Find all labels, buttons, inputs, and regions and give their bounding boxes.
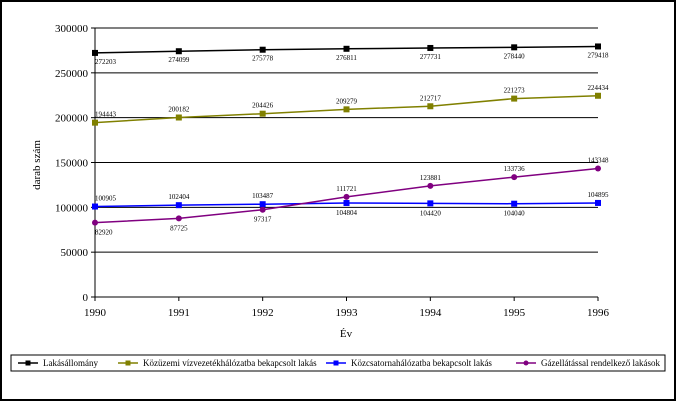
data-label: 104040: [504, 210, 526, 218]
data-point: [511, 174, 518, 181]
data-label: 277731: [420, 53, 442, 61]
data-label: 194443: [95, 111, 117, 119]
data-label: 204426: [252, 102, 274, 110]
data-label: 103487: [252, 192, 274, 200]
data-point: [92, 203, 98, 210]
data-point: [92, 219, 98, 226]
series-3: 100905 102404 103487 104804 104420 104040 1048…: [92, 191, 609, 218]
data-point: [343, 45, 350, 52]
x-tick-label: 1996: [587, 307, 610, 319]
data-label: 111721: [336, 185, 357, 193]
data-label: 104420: [420, 209, 442, 217]
legend-label: Közüzemi vízvezetékhálózatba bekapcsolt …: [143, 358, 317, 368]
legend-label: Gázellátással rendelkező lakások: [541, 358, 660, 368]
x-tick-label: 1994: [419, 307, 442, 319]
data-point: [175, 202, 182, 209]
data-label: 209279: [336, 97, 358, 105]
x-tick-label: 1991: [168, 307, 190, 319]
legend-item-4: Gázellátással rendelkező lakások: [516, 358, 660, 368]
y-tick-label: 50000: [61, 247, 89, 259]
data-label: 104804: [336, 209, 358, 217]
legend-label: Lakásállomány: [43, 358, 98, 368]
data-label: 97317: [254, 216, 272, 224]
data-point: [92, 119, 98, 126]
y-tick-label: 100000: [55, 202, 89, 214]
data-point: [175, 215, 182, 222]
y-tick-label: 150000: [55, 158, 89, 170]
data-point: [427, 44, 434, 51]
legend-marker: [333, 360, 339, 366]
data-label: 221273: [504, 87, 526, 95]
data-label: 123881: [420, 174, 442, 182]
x-tick-label: 1990: [84, 307, 107, 319]
data-point: [595, 165, 601, 172]
series-4: 82920 87725 97317 111721 123881 133736 143348: [92, 156, 610, 237]
data-point: [511, 44, 518, 51]
x-tick-label: 1992: [252, 307, 274, 319]
data-point: [343, 200, 350, 207]
data-point: [595, 199, 601, 206]
x-tick-label: 1995: [503, 307, 526, 319]
data-point: [343, 106, 350, 113]
data-label: 275778: [252, 55, 274, 63]
data-point: [511, 200, 518, 207]
data-label: 272203: [95, 58, 117, 66]
legend-item-1: Lakásállomány: [18, 358, 98, 368]
data-label: 276811: [336, 54, 357, 62]
data-label: 278440: [504, 52, 526, 60]
data-point: [595, 92, 601, 99]
data-point: [259, 201, 266, 208]
data-point: [511, 95, 518, 102]
data-point: [259, 46, 266, 53]
data-label: 100905: [95, 195, 117, 203]
data-label: 104895: [588, 191, 610, 199]
data-label: 212717: [420, 94, 442, 102]
data-label: 224434: [588, 84, 610, 92]
data-point: [259, 110, 266, 117]
y-tick-label: 200000: [55, 113, 89, 125]
data-point: [175, 48, 182, 55]
data-point: [595, 43, 601, 50]
data-label: 274099: [168, 56, 190, 64]
data-label: 200182: [168, 106, 190, 114]
series-1: 272203 274099 275778 276811 277731 278440 2794…: [92, 43, 610, 66]
data-label: 87725: [170, 224, 188, 232]
data-point: [427, 103, 434, 110]
data-label: 133736: [504, 165, 526, 173]
data-point: [343, 193, 350, 200]
data-point: [175, 114, 182, 121]
x-tick-label: 1993: [336, 307, 359, 319]
data-label: 143348: [588, 156, 610, 164]
series-layer: 272203 274099 275778 276811 277731 278440 2794…: [92, 43, 610, 237]
data-point: [427, 200, 434, 207]
x-axis-title: Év: [340, 328, 353, 340]
data-point: [427, 182, 434, 189]
legend-item-2: Közüzemi vízvezetékhálózatba bekapcsolt …: [118, 358, 317, 368]
y-tick-label: 300000: [55, 23, 89, 35]
series-2: 194443 200182 204426 209279 212717 221273 2244…: [92, 84, 609, 126]
y-axis-title: darab szám: [31, 140, 43, 190]
legend-marker: [25, 360, 31, 366]
legend-marker: [125, 360, 131, 366]
y-tick-label: 250000: [55, 68, 89, 80]
data-label: 102404: [168, 193, 190, 201]
y-tick-label: 0: [83, 292, 89, 304]
data-point: [92, 49, 98, 56]
data-label: 82920: [95, 229, 113, 237]
axes: 0 50000 100000 150000 200000 250000 300000 1990…: [55, 23, 610, 319]
legend-marker: [523, 360, 529, 366]
legend-item-3: Közcsatornahálózatba bekapcsolt lakás: [326, 358, 492, 368]
legend: Lakásállomány Közüzemi vízvezetékhálózatb…: [10, 354, 666, 372]
data-label: 279418: [588, 51, 610, 59]
data-point: [259, 206, 266, 213]
legend-label: Közcsatornahálózatba bekapcsolt lakás: [351, 358, 492, 368]
